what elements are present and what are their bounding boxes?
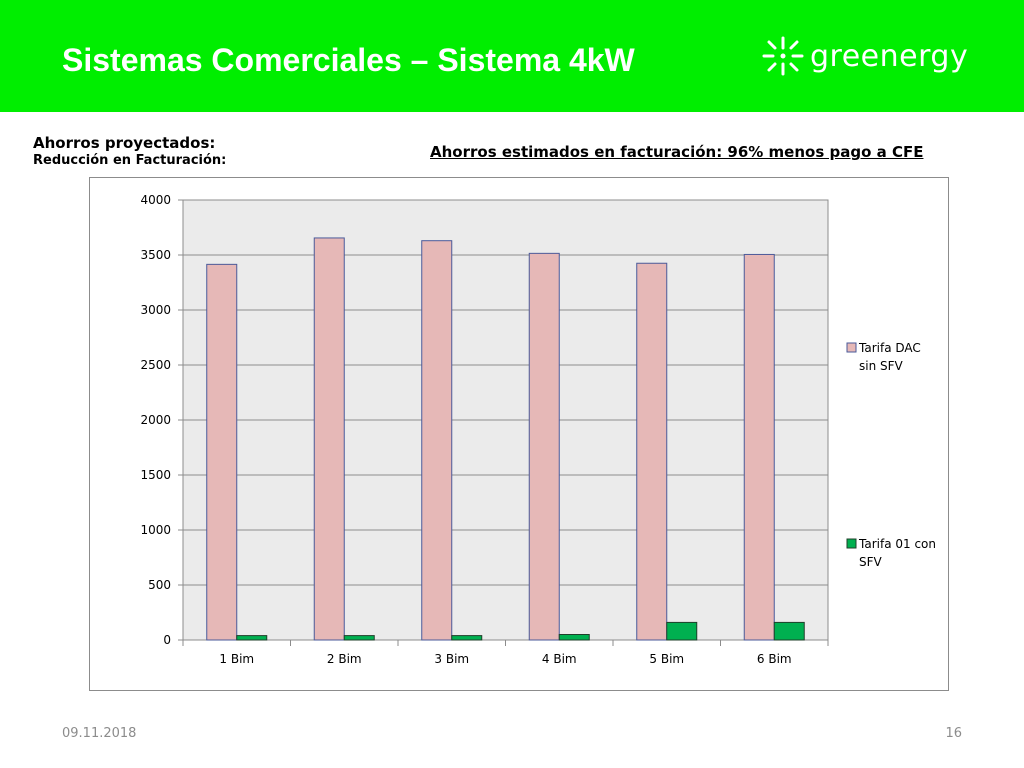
bar-tarifa-dac bbox=[206, 263, 238, 641]
chart-title: Ahorros estimados en facturación: 96% me… bbox=[430, 143, 924, 161]
x-tick-label: 6 Bim bbox=[757, 652, 792, 666]
legend-label: Tarifa DAC bbox=[858, 341, 921, 355]
y-tick-label: 3500 bbox=[140, 248, 171, 262]
billing-reduction-label: Reducción en Facturación: bbox=[33, 153, 227, 168]
bar-tarifa-01 bbox=[343, 635, 375, 641]
chart-container: 0 500 1000 1500 2000 2500 3000 3500 4000 1 Bim 2 B… bbox=[89, 177, 949, 691]
legend-swatch bbox=[846, 342, 857, 353]
y-tick-label: 0 bbox=[163, 633, 171, 647]
logo-text: greenergy bbox=[810, 38, 969, 74]
projected-savings-label: Ahorros proyectados: bbox=[33, 134, 216, 152]
x-tick-label: 2 Bim bbox=[327, 652, 362, 666]
bar-tarifa-01 bbox=[451, 635, 483, 641]
bar-tarifa-01 bbox=[773, 621, 805, 641]
footer-date: 09.11.2018 bbox=[62, 726, 137, 741]
bar-tarifa-dac bbox=[313, 237, 345, 641]
bar-tarifa-01 bbox=[666, 621, 698, 641]
bar-tarifa-dac bbox=[743, 253, 775, 641]
x-tick-label: 3 Bim bbox=[434, 652, 469, 666]
page-number: 16 bbox=[945, 726, 962, 741]
bar-tarifa-dac bbox=[528, 252, 560, 641]
y-tick-label: 2500 bbox=[140, 358, 171, 372]
bar-chart: 0 500 1000 1500 2000 2500 3000 3500 4000 1 Bim 2 B… bbox=[140, 193, 936, 666]
y-tick-label: 3000 bbox=[140, 303, 171, 317]
bar-tarifa-01 bbox=[236, 635, 268, 641]
x-tick-label: 5 Bim bbox=[649, 652, 684, 666]
savings-labels: Ahorros proyectados: Reducción en Factur… bbox=[33, 134, 226, 169]
legend-label: Tarifa 01 con bbox=[858, 537, 936, 551]
header-bar bbox=[0, 0, 1024, 112]
y-tick-label: 4000 bbox=[140, 193, 171, 207]
page-title: Sistemas Comerciales – Sistema 4kW bbox=[62, 42, 635, 78]
bar-tarifa-dac bbox=[636, 262, 668, 641]
legend-swatch bbox=[846, 538, 857, 549]
legend-label: sin SFV bbox=[859, 359, 904, 373]
y-tick-label: 1500 bbox=[140, 468, 171, 482]
legend-label: SFV bbox=[859, 555, 883, 569]
y-tick-label: 2000 bbox=[140, 413, 171, 427]
y-tick-label: 500 bbox=[148, 578, 171, 592]
greenergy-logo: greenergy bbox=[760, 34, 968, 78]
bar-tarifa-dac bbox=[421, 240, 453, 641]
bar-tarifa-01 bbox=[558, 634, 590, 641]
sun-burst-icon bbox=[762, 36, 804, 76]
x-tick-label: 4 Bim bbox=[542, 652, 577, 666]
x-tick-label: 1 Bim bbox=[219, 652, 254, 666]
y-tick-label: 1000 bbox=[140, 523, 171, 537]
